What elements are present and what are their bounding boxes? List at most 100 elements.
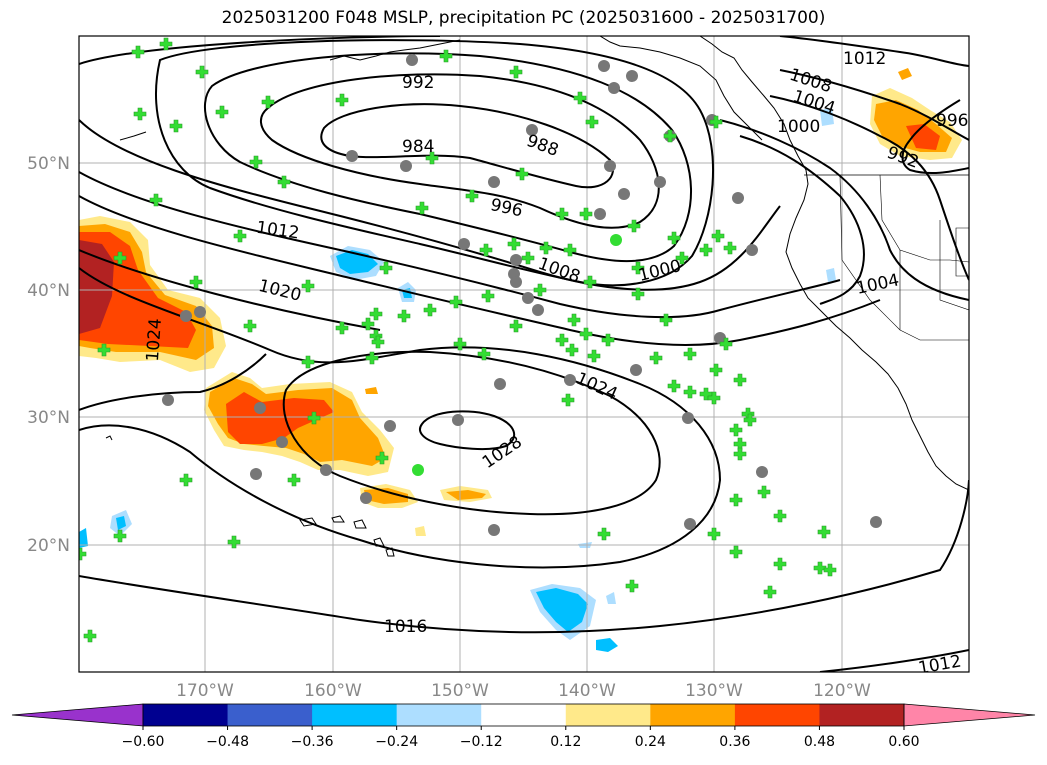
station-cross xyxy=(479,243,493,257)
station-cross xyxy=(375,451,389,465)
colorbar-segment xyxy=(650,704,736,726)
station-cross xyxy=(631,287,645,301)
station-cross xyxy=(583,275,597,289)
station-cross xyxy=(335,321,349,335)
station-cross xyxy=(335,93,349,107)
colorbar-segment xyxy=(143,704,229,726)
isobar-label: 1016 xyxy=(384,617,427,637)
station-cross xyxy=(729,493,743,507)
station-cross xyxy=(699,243,713,257)
station-cross xyxy=(159,37,173,51)
station-cross xyxy=(675,251,689,265)
colorbar-tick-label: −0.48 xyxy=(206,734,249,750)
lat-label: 20°N xyxy=(27,536,70,556)
station-cross xyxy=(195,65,209,79)
station-cross xyxy=(169,119,183,133)
colorbar-tick-label: 0.24 xyxy=(635,734,666,750)
isobar-label: 984 xyxy=(402,137,434,157)
colorbar-tick-label: 0.60 xyxy=(888,734,919,750)
colorbar-segment xyxy=(734,704,820,726)
station-cross xyxy=(667,231,681,245)
station-cross xyxy=(733,373,747,387)
station-cross xyxy=(397,309,411,323)
lon-label: 170°W xyxy=(176,681,234,701)
latitude-labels: 20°N 30°N 40°N 50°N xyxy=(27,154,70,556)
station-circles xyxy=(162,54,882,536)
station-cross xyxy=(813,561,827,575)
station-cross xyxy=(249,155,263,169)
colorbar-tick-label: 0.36 xyxy=(719,734,750,750)
station-cross xyxy=(683,347,697,361)
station-cross xyxy=(481,289,495,303)
lat-label: 40°N xyxy=(27,281,70,301)
colorbar-extend-high xyxy=(903,703,1036,727)
colorbar-tick-label: 0.12 xyxy=(550,734,581,750)
station-cross xyxy=(423,303,437,317)
lon-label: 140°W xyxy=(558,681,616,701)
station-cross xyxy=(711,229,725,243)
station-cross xyxy=(83,629,97,643)
station-cross xyxy=(149,193,163,207)
station-cross xyxy=(597,527,611,541)
station-cross xyxy=(707,527,721,541)
station-cross xyxy=(131,45,145,59)
longitude-labels: 170°W 160°W 150°W 140°W 130°W 120°W xyxy=(176,681,871,701)
station-cross xyxy=(307,411,321,425)
station-cross xyxy=(625,579,639,593)
map-frame xyxy=(78,35,970,673)
colorbar-extend-low xyxy=(11,703,144,727)
station-cross xyxy=(601,333,615,347)
station-cross xyxy=(823,563,837,577)
station-cross xyxy=(659,313,673,327)
colorbar-outline xyxy=(142,703,905,727)
lon-label: 130°W xyxy=(685,681,743,701)
station-cross xyxy=(261,95,275,109)
station-cross xyxy=(667,379,681,393)
station-cross xyxy=(379,261,393,275)
station-cross xyxy=(743,413,757,427)
station-cross xyxy=(97,343,111,357)
isobar-label: 992 xyxy=(402,73,434,93)
colorbar-segment xyxy=(565,704,651,726)
station-cross xyxy=(113,529,127,543)
station-cross xyxy=(227,535,241,549)
isobar-label: 1000 xyxy=(777,117,820,137)
station-cross xyxy=(415,201,429,215)
lon-label: 160°W xyxy=(304,681,362,701)
station-cross xyxy=(509,65,523,79)
station-cross xyxy=(709,363,723,377)
colorbar-ticks: −0.60 −0.48 −0.36 −0.24 −0.12 0.12 0.24 0.36 0.4… xyxy=(122,726,920,750)
station-cross xyxy=(533,283,547,297)
station-cross xyxy=(563,243,577,257)
station-cross xyxy=(301,355,315,369)
station-cross xyxy=(449,295,463,309)
colorbar-tick-label: −0.60 xyxy=(122,734,165,750)
station-cross xyxy=(729,545,743,559)
station-cross xyxy=(631,261,645,275)
colorbar-segment xyxy=(312,704,398,726)
station-cross xyxy=(773,509,787,523)
station-cross xyxy=(301,279,315,293)
isobar-label: 1012 xyxy=(843,49,886,69)
lat-label: 30°N xyxy=(27,408,70,428)
station-cross xyxy=(243,319,257,333)
map-title: 2025031200 F048 MSLP, precipitation PC (… xyxy=(221,8,826,28)
colorbar xyxy=(11,703,1036,727)
station-cross xyxy=(565,343,579,357)
colorbar-segment xyxy=(227,704,313,726)
station-cross xyxy=(465,189,479,203)
station-cross xyxy=(579,327,593,341)
lon-label: 120°W xyxy=(813,681,871,701)
station-cross xyxy=(477,347,491,361)
colorbar-tick-label: −0.12 xyxy=(460,734,503,750)
station-cross xyxy=(729,423,743,437)
station-cross xyxy=(521,251,535,265)
colorbar-tick-label: −0.24 xyxy=(375,734,418,750)
station-crosses xyxy=(79,37,837,643)
station-cross xyxy=(233,229,247,243)
station-cross xyxy=(453,337,467,351)
station-cross xyxy=(709,115,723,129)
colorbar-segment xyxy=(481,704,567,726)
station-cross xyxy=(585,115,599,129)
